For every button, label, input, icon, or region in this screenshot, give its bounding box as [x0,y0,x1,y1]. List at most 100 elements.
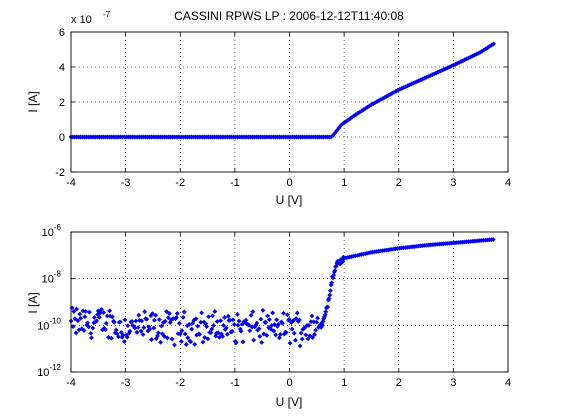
bottom-data-point [277,331,283,337]
bottom-data-point [125,323,131,329]
bottom-data-point [182,331,188,337]
bottom-data-point [323,309,329,315]
bottom-data-point [83,308,89,314]
bottom-data-point [305,336,311,342]
bottom-data-point [111,319,117,325]
bottom-data-point [311,319,317,325]
top-y-exponent-power: -7 [103,10,111,19]
bottom-data-point [150,311,155,317]
bottom-data-point [272,322,278,327]
bottom-data-point [240,339,246,345]
bottom-data-point [296,317,302,323]
bottom-data-point [260,307,266,313]
bottom-data-point [283,330,289,336]
bottom-data-point [86,324,92,330]
bottom-data-point [81,327,87,333]
bottom-data-point [200,339,206,345]
bottom-data-point [71,308,77,314]
bottom-data-point [166,310,172,316]
bottom-data-point [181,309,187,315]
bottom-data-point [303,332,309,338]
bottom-data-point [109,314,115,320]
bottom-data-point [141,325,147,331]
bottom-data-point [108,335,114,341]
bottom-data-point [124,334,130,340]
bottom-data-point [247,328,253,334]
bottom-y-tick-label: 10-10 [37,316,61,332]
bottom-data-point [293,316,299,322]
bottom-data-point [320,322,325,328]
bottom-data-point [103,327,109,333]
bottom-data-point [158,339,164,345]
bottom-x-tick-label: 0 [286,377,292,389]
bottom-data-point [268,326,274,332]
top-data-point [491,41,497,47]
bottom-data-point [197,331,203,337]
bottom-data-point [176,320,182,326]
bottom-data-point [271,328,277,334]
bottom-data-point [211,323,217,329]
top-x-tick-label: 4 [505,177,511,189]
bottom-data-point [174,310,180,316]
top-x-tick-label: -1 [230,177,240,189]
bottom-data-point [115,334,121,340]
bottom-data-point [120,332,126,338]
top-x-tick-label: 3 [450,177,456,189]
bottom-data-point [291,330,297,336]
bottom-data-point [299,336,305,342]
bottom-data-point [204,324,210,330]
bottom-data-point [140,332,146,338]
bottom-data-point [294,310,300,316]
bottom-data-point [222,315,228,320]
bottom-x-tick-label: -2 [175,377,185,389]
bottom-data-point [101,310,107,316]
bottom-data-point [224,331,230,337]
bottom-data-point [180,314,186,320]
bottom-data-point [189,326,195,332]
bottom-data-point [279,320,285,326]
bottom-data-point [135,324,141,330]
bottom-data-point [192,341,198,347]
bottom-data-point [148,337,154,343]
bottom-data-point [185,335,191,341]
bottom-x-tick-label: -4 [66,377,76,389]
bottom-data-point [270,310,276,316]
bottom-data-point [310,335,316,341]
bottom-data-point [256,326,262,332]
bottom-data-point [77,311,83,317]
bottom-data-point [327,288,333,294]
bottom-data-point [298,330,304,336]
bottom-data-point [138,328,144,334]
bottom-data-point [309,313,315,319]
bottom-data-point [210,313,216,319]
bottom-y-axis-label: I [A] [26,292,40,313]
bottom-data-point [306,322,312,328]
bottom-x-tick-label: 4 [505,377,511,389]
top-y-tick-label: 4 [59,62,65,74]
bottom-data-point [134,329,140,335]
bottom-data-point [220,333,226,339]
bottom-data-point [274,317,280,323]
bottom-axes: -4 -3 -2 -1 0 1 2 3 4 10-12 10-10 10-8 10-6 [37,223,511,389]
bottom-x-tick-label: 3 [450,377,456,389]
bottom-data-point [266,317,272,323]
bottom-data-point [325,304,331,310]
top-x-tick-label: 1 [341,177,347,189]
bottom-data-point [129,318,135,324]
bottom-data-point [273,332,279,338]
bottom-data-point [229,328,235,334]
bottom-data-point [281,310,287,316]
bottom-data-point [164,309,170,315]
top-y-axis-label: I [A] [26,91,40,112]
bottom-data-point [230,317,236,323]
bottom-data-point [289,326,295,332]
bottom-data-point [327,292,333,298]
bottom-data-point [188,339,194,345]
bottom-data-point [314,319,320,325]
bottom-data-point [297,343,303,349]
bottom-data-point [250,309,256,315]
bottom-data-point [91,314,97,320]
bottom-data-point [231,321,237,327]
bottom-data-point [186,321,192,327]
